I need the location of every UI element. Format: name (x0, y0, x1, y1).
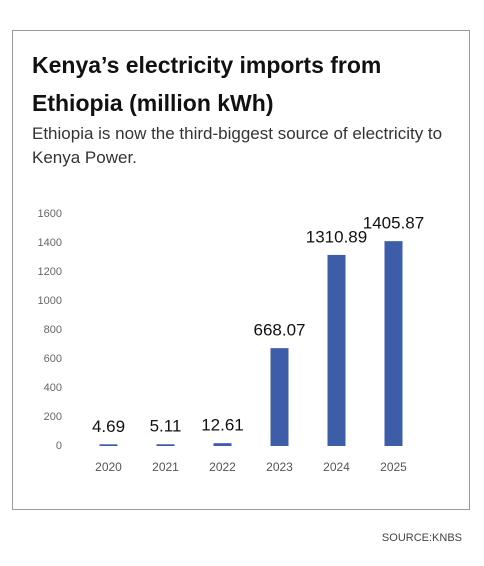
bar (156, 444, 175, 446)
chart-title: Kenya’s electricity imports from Ethiopi… (32, 52, 382, 116)
y-tick-label: 600 (44, 353, 62, 365)
bar (213, 443, 232, 446)
value-label: 668.07 (254, 321, 306, 340)
x-tick-label: 2024 (323, 460, 350, 474)
bar (99, 444, 118, 446)
source-note: SOURCE:KNBS (381, 532, 462, 544)
y-tick-label: 1000 (38, 295, 62, 307)
x-tick-label: 2023 (266, 460, 293, 474)
x-tick-label: 2025 (380, 460, 407, 474)
y-tick-label: 200 (44, 411, 62, 423)
value-label: 4.69 (92, 417, 125, 436)
value-label: 12.61 (201, 416, 244, 435)
x-tick-label: 2022 (209, 460, 236, 474)
x-tick-label: 2020 (95, 460, 122, 474)
x-tick-label: 2021 (152, 460, 179, 474)
bar (384, 241, 403, 446)
value-label: 1405.87 (363, 214, 424, 233)
chart-frame (12, 30, 470, 510)
chart-subtitle: Ethiopia is now the third-biggest source… (32, 124, 443, 167)
y-tick-label: 0 (56, 440, 62, 452)
value-label: 5.11 (150, 417, 182, 436)
y-tick-label: 1200 (38, 266, 62, 278)
bar (270, 348, 289, 446)
y-tick-label: 1600 (38, 208, 62, 220)
value-label: 1310.89 (306, 227, 367, 246)
bar (327, 254, 346, 446)
y-tick-label: 800 (44, 324, 62, 336)
y-tick-label: 400 (44, 382, 62, 394)
y-tick-label: 1400 (38, 237, 62, 249)
